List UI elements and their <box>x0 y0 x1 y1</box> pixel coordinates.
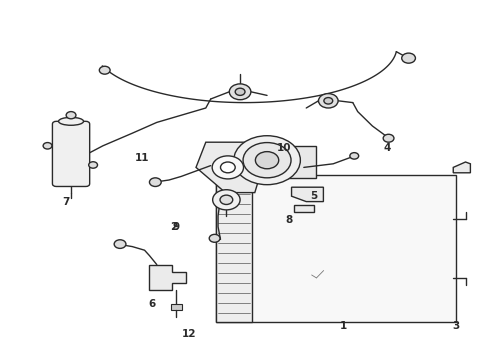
Polygon shape <box>171 304 182 310</box>
Polygon shape <box>453 162 470 173</box>
Text: 12: 12 <box>181 329 196 339</box>
Circle shape <box>324 98 333 104</box>
Circle shape <box>89 162 98 168</box>
Polygon shape <box>149 265 186 290</box>
FancyBboxPatch shape <box>52 121 90 186</box>
Circle shape <box>255 152 279 169</box>
Text: 7: 7 <box>62 197 70 207</box>
Circle shape <box>212 156 244 179</box>
Text: 1: 1 <box>340 321 346 331</box>
Text: 4: 4 <box>383 143 391 153</box>
Text: 3: 3 <box>452 321 459 331</box>
Text: 11: 11 <box>135 153 149 163</box>
Text: 5: 5 <box>310 191 317 201</box>
Circle shape <box>66 112 76 119</box>
Circle shape <box>99 66 110 74</box>
Circle shape <box>383 134 394 142</box>
Circle shape <box>234 136 300 185</box>
Circle shape <box>220 162 235 173</box>
Polygon shape <box>277 146 316 178</box>
Polygon shape <box>216 175 456 322</box>
Circle shape <box>350 153 359 159</box>
Circle shape <box>243 143 291 178</box>
Circle shape <box>213 190 240 210</box>
Polygon shape <box>292 187 323 202</box>
Polygon shape <box>294 205 314 212</box>
Circle shape <box>318 94 338 108</box>
Polygon shape <box>196 142 265 193</box>
Circle shape <box>220 195 233 204</box>
Polygon shape <box>216 175 252 322</box>
Circle shape <box>235 88 245 95</box>
Ellipse shape <box>59 117 83 125</box>
Circle shape <box>149 178 161 186</box>
Text: 9: 9 <box>173 222 180 232</box>
Circle shape <box>209 234 220 242</box>
Circle shape <box>229 84 251 100</box>
Text: 10: 10 <box>277 143 292 153</box>
Text: 6: 6 <box>148 299 155 309</box>
Circle shape <box>43 143 52 149</box>
Circle shape <box>114 240 126 248</box>
Circle shape <box>402 53 416 63</box>
Text: 8: 8 <box>286 215 293 225</box>
Text: 2: 2 <box>171 222 177 232</box>
